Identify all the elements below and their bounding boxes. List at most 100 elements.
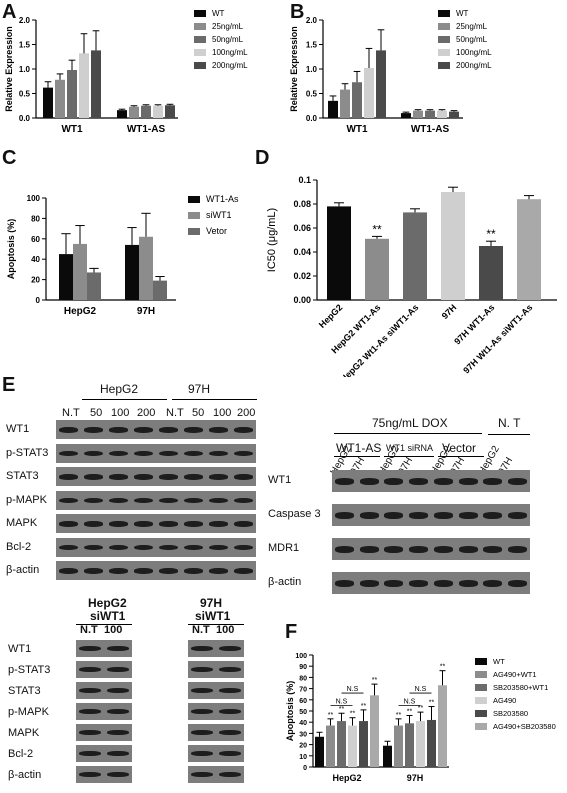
blot-bottom-group1-line2: siWT1: [90, 609, 126, 623]
blot-band: [109, 450, 128, 457]
y-tick-label: 70: [299, 687, 307, 694]
bar: [328, 100, 338, 118]
bar: [401, 113, 411, 118]
y-tick-label: 40: [299, 720, 307, 727]
bar: [117, 110, 127, 118]
blot-band: [219, 751, 241, 757]
blot-band: [483, 512, 503, 519]
y-tick-label: 0.06: [293, 223, 311, 233]
blot-band: [508, 580, 528, 587]
legend-label: 25ng/mL: [456, 22, 488, 31]
blot-lane-label: 200: [137, 407, 156, 419]
blot-row-label: WT1: [8, 643, 32, 655]
panel-letter-b: B: [290, 1, 305, 23]
blot-band: [134, 521, 153, 527]
blot-band: [209, 497, 228, 504]
bar: [326, 725, 335, 767]
blot-strip: [56, 514, 256, 533]
panel-letter-e: E: [2, 374, 16, 396]
blot-band: [79, 772, 101, 778]
blot-line-vector: [438, 456, 484, 457]
y-axis-label: Apoptosis (%): [6, 219, 16, 280]
blot-band: [334, 546, 354, 553]
blot-bottom-group2-line: [188, 624, 244, 625]
blot-strip: [56, 561, 256, 580]
legend-label: 100ng/mL: [456, 48, 492, 57]
bar: [441, 192, 465, 300]
x-category-label: 97H: [137, 306, 155, 317]
blot-band: [107, 730, 129, 736]
legend-swatch: [475, 723, 487, 730]
blot-lane-label: N.T: [166, 407, 184, 419]
blot-lane-label: 100: [111, 407, 130, 419]
blot-band: [409, 580, 429, 587]
blot-band: [191, 688, 213, 694]
y-tick-label: 2.0: [306, 16, 318, 25]
y-axis-label: Relative Expression: [4, 26, 14, 112]
bar: [59, 254, 73, 300]
blot-bottom-group2-line2: siWT1: [195, 609, 231, 623]
blot-strip: [188, 682, 244, 699]
bar: [416, 721, 425, 767]
significance-label: **: [328, 712, 334, 719]
y-tick-label: 2.0: [19, 16, 31, 25]
y-tick-label: 0: [303, 765, 307, 772]
y-tick-label: 90: [299, 664, 307, 671]
legend-swatch: [194, 36, 206, 43]
blot-band: [409, 512, 429, 519]
legend-swatch: [475, 671, 487, 678]
y-axis-label: Relative Expression: [289, 26, 299, 112]
blot-bottom-group1-line: [76, 624, 132, 625]
y-tick-label: 0.5: [306, 90, 318, 99]
y-tick-label: 0.02: [293, 271, 311, 281]
blot-band: [184, 544, 203, 551]
blot-band: [234, 427, 253, 433]
blot-row-label: p-MAPK: [6, 493, 47, 506]
blot-band: [508, 512, 528, 519]
y-tick-label: 1.5: [306, 41, 318, 50]
y-tick-label: 20: [299, 743, 307, 750]
y-tick-label: 100: [27, 194, 41, 203]
bar: [139, 236, 153, 300]
blot-row-label: Bcl-2: [6, 540, 32, 553]
blot-row-label: MAPK: [8, 727, 40, 739]
blot-band: [483, 478, 503, 485]
bar: [352, 82, 362, 118]
ns-label: N.S: [415, 686, 427, 693]
legend-swatch: [475, 710, 487, 717]
blot-band: [234, 568, 253, 574]
blot-band: [84, 521, 103, 527]
blot-band: [59, 521, 78, 527]
panel-letter-d: D: [255, 147, 270, 169]
bar: [125, 244, 139, 300]
blot-band: [59, 474, 78, 480]
blot-band: [134, 568, 153, 574]
blot-band: [107, 646, 129, 652]
bar: [405, 723, 414, 767]
blot-band: [384, 512, 404, 519]
blot-band: [458, 512, 478, 519]
bar: [129, 106, 139, 118]
blot-strip: [188, 724, 244, 741]
blot-band: [109, 568, 128, 574]
bar: [43, 87, 53, 118]
blot-band: [159, 450, 178, 457]
significance-label: **: [440, 664, 446, 671]
y-tick-label: 0.5: [19, 90, 31, 99]
blot-band: [483, 546, 503, 553]
blot-band: [184, 427, 203, 433]
blot-row-label: STAT3: [8, 685, 41, 697]
blot-band: [59, 497, 78, 504]
chart-c: 0 20 40 60 80 100 Apoptosis (%) HepG2 97H WT1-As s…: [6, 194, 239, 317]
blot-band: [359, 512, 379, 519]
blot-band: [134, 497, 153, 504]
blot-row-label: Caspase 3: [268, 508, 321, 520]
blot-group-wt1as: WT1-AS: [336, 441, 382, 455]
blot-band: [184, 474, 203, 480]
blot-group-label-hepg2: HepG2: [100, 382, 139, 396]
y-tick-label: 0: [36, 296, 41, 305]
blot-row-label: STAT3: [6, 470, 39, 482]
y-axis-label: Apoptosis (%): [285, 681, 295, 742]
blot-lane-label: N.T: [80, 624, 98, 636]
bar: [517, 199, 541, 300]
